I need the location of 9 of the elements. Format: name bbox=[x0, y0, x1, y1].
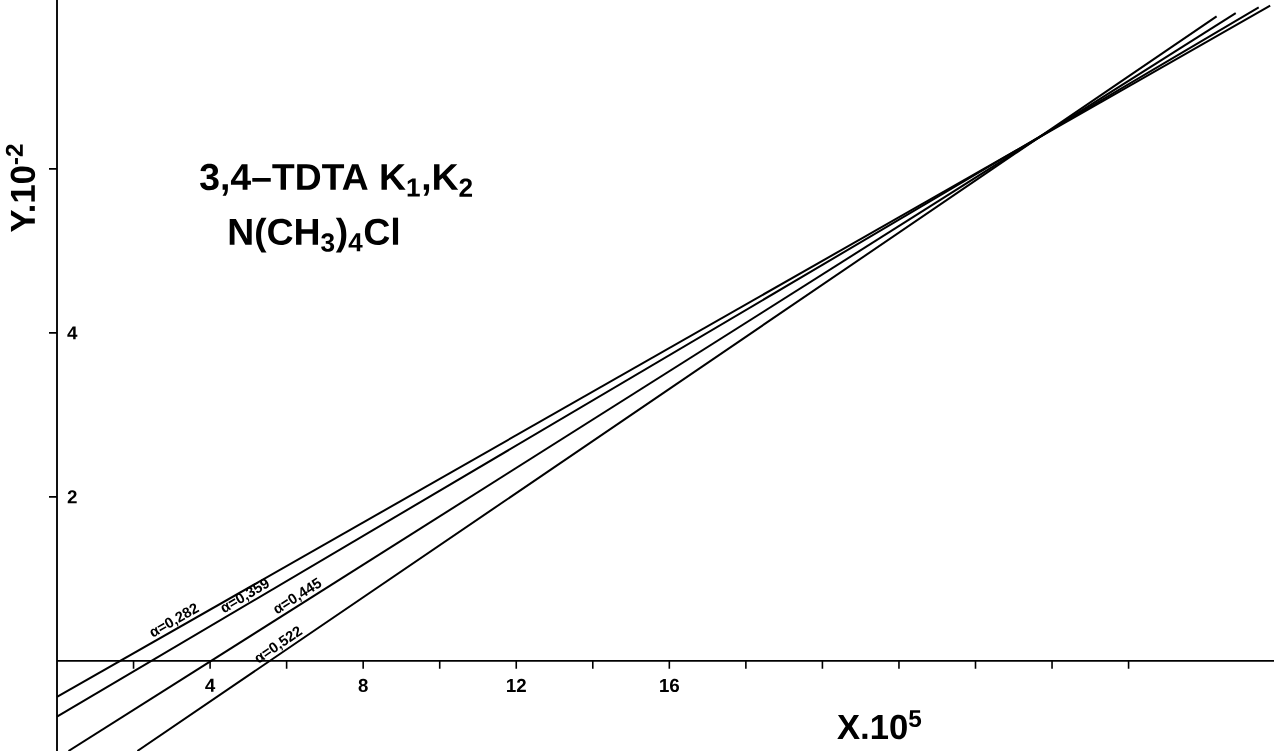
x-tick-label: 8 bbox=[358, 678, 368, 693]
x-tick-label: 4 bbox=[205, 678, 216, 692]
y-tick-label: 2 bbox=[67, 490, 77, 504]
x-tick-label: 16 bbox=[660, 678, 680, 693]
x-axis-title: X.10$^{5}$ bbox=[837, 710, 922, 740]
y-axis-title: Y.10$^{-2}$ bbox=[5, 144, 36, 233]
annotation: 3,4–TDTA K$_{1}$,K$_{2}$ bbox=[200, 163, 473, 197]
annotation: N(CH$_{3}$)$_{4}$Cl bbox=[229, 217, 399, 253]
x-tick-label: 12 bbox=[507, 678, 526, 692]
